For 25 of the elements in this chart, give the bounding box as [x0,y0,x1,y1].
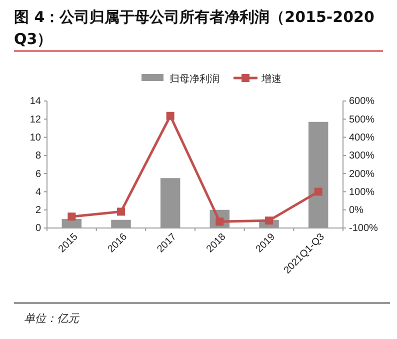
y-tick-label: 2 [35,205,42,216]
y2-tick-label: 600% [349,96,375,108]
y2-tick-label: 300% [349,150,375,162]
text: 单位：亿元 [24,312,80,325]
y-tick-label: 12 [30,114,42,126]
y-tick-label: 10 [30,132,42,144]
legend-label: 归母净利润 [170,73,220,85]
y2-tick-label: 200% [349,168,375,180]
y-tick-label: 6 [35,168,42,180]
y2-tick-label: -100% [349,223,378,234]
y2-tick-label: 0% [349,205,364,216]
point [68,212,76,221]
point [166,112,174,120]
point [117,208,125,216]
y-tick-label: 8 [35,150,42,162]
y-tick-label: 0 [35,223,42,234]
y2-tick-label: 400% [349,132,375,144]
y-tick-label: 14 [30,96,42,108]
y2-tick-label: 500% [349,114,375,126]
y2-tick-label: 100% [349,186,375,198]
legend-label: 增速 [260,73,282,85]
chart-title: 图 4：公司归属于母公司所有者净利润（2015-2020Q3） [14,8,374,48]
point [314,188,322,196]
y-tick-label: 4 [35,186,42,198]
point [265,216,273,225]
